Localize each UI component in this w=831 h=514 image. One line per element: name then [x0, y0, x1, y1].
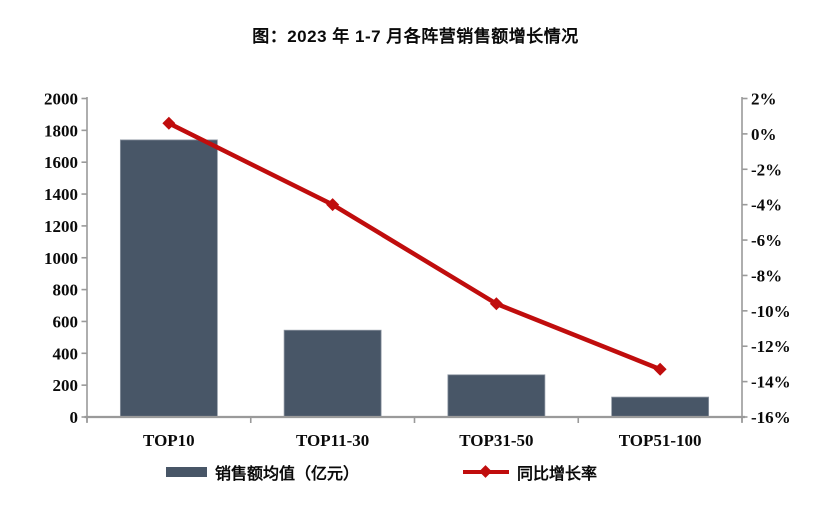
category-label: TOP10: [143, 431, 195, 450]
growth-line: [166, 121, 663, 372]
left-axis-tick-label: 1800: [44, 121, 78, 140]
right-axis-tick-label: -8%: [751, 266, 782, 285]
right-axis-tick-label: -16%: [751, 408, 791, 427]
right-axis-tick-label: -12%: [751, 337, 791, 356]
left-axis-tick-label: 1400: [44, 185, 78, 204]
legend-item-line-series: 同比增长率: [463, 460, 597, 484]
line-marker-TOP10: [162, 116, 176, 130]
right-axis-tick-label: -10%: [751, 302, 791, 321]
right-axis-tick-label: -4%: [751, 196, 782, 215]
chart-legend: 销售额均值（亿元） 同比增长率: [0, 460, 831, 484]
category-label: TOP11-30: [296, 431, 369, 450]
line-marker-TOP11-30: [326, 198, 340, 212]
bar-TOP51-100: [611, 396, 710, 418]
bar-TOP31-50: [447, 374, 546, 418]
line-marker-TOP51-100: [653, 362, 667, 376]
legend-item-bar-series: 销售额均值（亿元）: [165, 460, 359, 484]
right-axis-tick-label: 0%: [751, 125, 777, 144]
chart-title: 图：2023 年 1-7 月各阵营销售额增长情况: [252, 27, 579, 46]
left-axis-tick-label: 800: [53, 281, 79, 300]
right-axis-tick-label: -2%: [751, 160, 782, 179]
left-axis-tick-label: 400: [53, 344, 79, 363]
line-series-swatch: [463, 465, 509, 478]
category-label: TOP31-50: [459, 431, 533, 450]
right-axis-tick-label: 2%: [751, 90, 777, 109]
diamond-marker-icon: [479, 465, 492, 478]
legend-label-line-series: 同比增长率: [517, 466, 598, 483]
bar-TOP11-30: [283, 329, 382, 418]
left-axis-tick-label: 0: [70, 408, 79, 427]
left-axis-tick-label: 600: [53, 312, 79, 331]
bar-TOP10: [119, 139, 218, 418]
left-axis-tick-label: 1600: [44, 153, 78, 172]
right-axis-tick-label: -14%: [751, 373, 791, 392]
bar-series-swatch: [165, 467, 207, 477]
line-marker-TOP31-50: [489, 297, 503, 311]
legend-label-bar-series: 销售额均值（亿元）: [214, 466, 359, 483]
category-label: TOP51-100: [619, 431, 702, 450]
left-axis-tick-label: 1200: [44, 217, 78, 236]
right-axis-tick-label: -6%: [751, 231, 782, 250]
left-axis-tick-label: 2000: [44, 90, 78, 109]
left-axis-tick-label: 1000: [44, 249, 78, 268]
left-axis-tick-label: 200: [53, 376, 79, 395]
